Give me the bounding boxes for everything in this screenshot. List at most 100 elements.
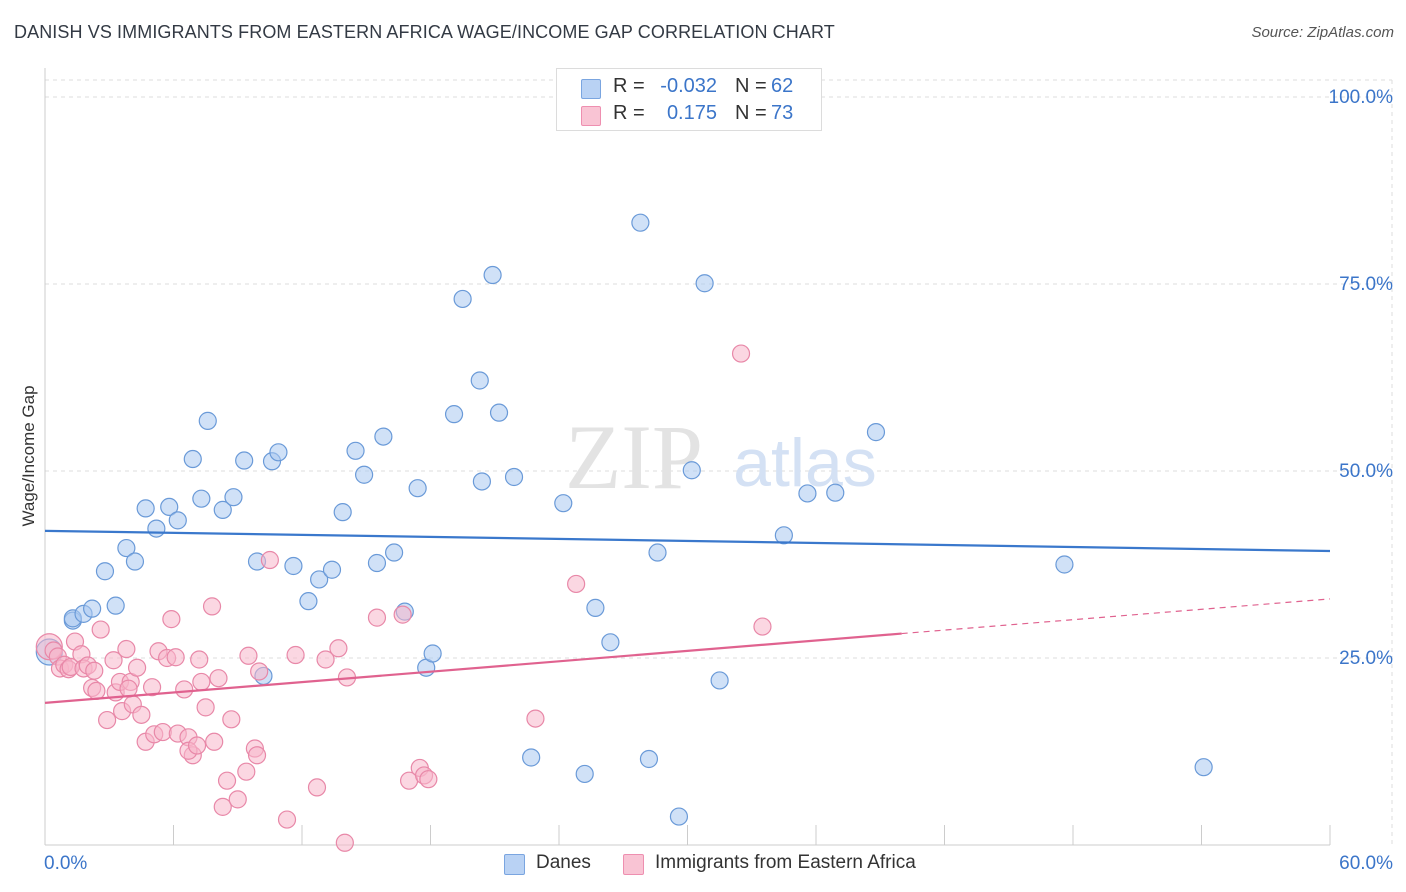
danes-point <box>192 489 211 508</box>
immigrants-point <box>127 658 147 677</box>
danes-point <box>333 503 352 522</box>
immigrants-point <box>526 709 545 728</box>
immigrants-point <box>239 646 258 665</box>
immigrants-point <box>132 705 151 724</box>
immigrants-point <box>104 651 123 670</box>
watermark-zip: ZIP <box>565 406 703 508</box>
danes-point <box>198 411 217 430</box>
danes-point <box>453 289 472 309</box>
legend-label-immigrants: Immigrants from Eastern Africa <box>655 852 916 873</box>
danes-point <box>695 274 714 293</box>
danes-point <box>299 592 318 611</box>
immigrants-point <box>753 617 772 636</box>
danes-point <box>147 519 166 538</box>
immigrants-point <box>393 605 412 624</box>
immigrants-point <box>419 770 438 789</box>
danes-point <box>423 644 442 663</box>
axes <box>44 68 1331 846</box>
danes-point <box>355 465 374 484</box>
danes-trend-line <box>44 529 1331 553</box>
immigrants-trend-line-dashed <box>901 598 1331 635</box>
legend-swatch-immigrants <box>623 854 644 875</box>
danes-point <box>601 633 620 652</box>
immigrants-point <box>222 710 241 729</box>
danes-point <box>160 497 179 517</box>
immigrants-point <box>367 608 387 627</box>
legend-row-immigrants: R = 0.175 N = 73 <box>557 102 821 128</box>
immigrants-point <box>209 669 228 688</box>
x-tick-label: 0.0% <box>44 853 87 874</box>
immigrants-point <box>228 790 247 809</box>
danes-point <box>125 552 145 571</box>
legend-swatch-immigrants <box>581 106 601 126</box>
y-tick-label: 50.0% <box>1339 461 1393 482</box>
immigrants-point <box>196 698 215 717</box>
legend-n-label: N = <box>735 102 767 124</box>
danes-point <box>444 405 464 424</box>
immigrants-point <box>85 661 104 680</box>
immigrants-point <box>277 810 297 829</box>
danes-point <box>136 499 155 518</box>
danes-point <box>639 749 659 769</box>
danes-point <box>554 494 573 513</box>
danes-point <box>310 570 329 589</box>
immigrants-point <box>91 620 110 639</box>
danes-point <box>631 213 650 232</box>
immigrants-point <box>213 797 232 816</box>
danes-point <box>774 526 793 545</box>
danes-point <box>682 461 701 480</box>
immigrants-point <box>87 681 106 701</box>
danes-point <box>470 371 489 390</box>
danes-point <box>575 764 594 784</box>
immigrants-point <box>217 771 237 790</box>
immigrants-trend-line <box>44 632 902 704</box>
y-tick-labels: 25.0% 50.0% 75.0% 100.0% <box>1329 87 1394 669</box>
immigrants-point <box>567 574 586 594</box>
danes-point <box>95 562 115 581</box>
immigrants-point <box>237 762 256 781</box>
danes-point <box>489 403 509 422</box>
legend-n-value-danes: 62 <box>771 75 794 97</box>
immigrants-point <box>247 746 267 765</box>
immigrants-point <box>731 344 751 363</box>
danes-point <box>117 538 136 558</box>
immigrants-point <box>187 736 207 755</box>
immigrants-point <box>250 662 269 681</box>
danes-point <box>669 807 689 826</box>
danes-point <box>798 484 817 503</box>
immigrants-point <box>329 639 348 658</box>
legend-swatch-danes <box>504 854 525 875</box>
legend-n-label: N = <box>735 75 767 97</box>
immigrants-point <box>335 833 354 852</box>
source-credit: Source: ZipAtlas.com <box>1251 24 1394 41</box>
immigrants-point <box>205 732 224 751</box>
danes-point <box>183 449 202 469</box>
immigrants-point <box>153 722 172 742</box>
danes-point <box>367 553 387 573</box>
danes-point <box>1194 758 1213 777</box>
y-tick-label: 75.0% <box>1339 274 1393 295</box>
danes-point <box>346 441 365 460</box>
immigrants-point <box>286 645 305 665</box>
immigrants-point <box>307 778 327 797</box>
legend-r-value-danes: -0.032 <box>660 75 717 97</box>
legend-r-value-immigrants: 0.175 <box>666 102 717 124</box>
legend-r-label: R = <box>613 75 645 97</box>
danes-point <box>269 443 288 462</box>
y-tick-label: 100.0% <box>1329 87 1394 108</box>
danes-point <box>504 467 524 487</box>
danes-point <box>213 500 232 519</box>
danes-point <box>1055 555 1074 574</box>
x-tick-labels: 0.0% 60.0% <box>44 853 1393 874</box>
danes-point <box>408 479 427 498</box>
chart-title: DANISH VS IMMIGRANTS FROM EASTERN AFRICA… <box>14 22 835 42</box>
legend-label-danes: Danes <box>536 852 591 873</box>
y-tick-label: 25.0% <box>1339 648 1393 669</box>
immigrants-point <box>260 550 279 570</box>
danes-point <box>586 598 605 617</box>
danes-point <box>384 543 404 562</box>
immigrants-point <box>190 650 209 669</box>
danes-point <box>106 596 125 615</box>
trend-lines <box>44 529 1331 704</box>
